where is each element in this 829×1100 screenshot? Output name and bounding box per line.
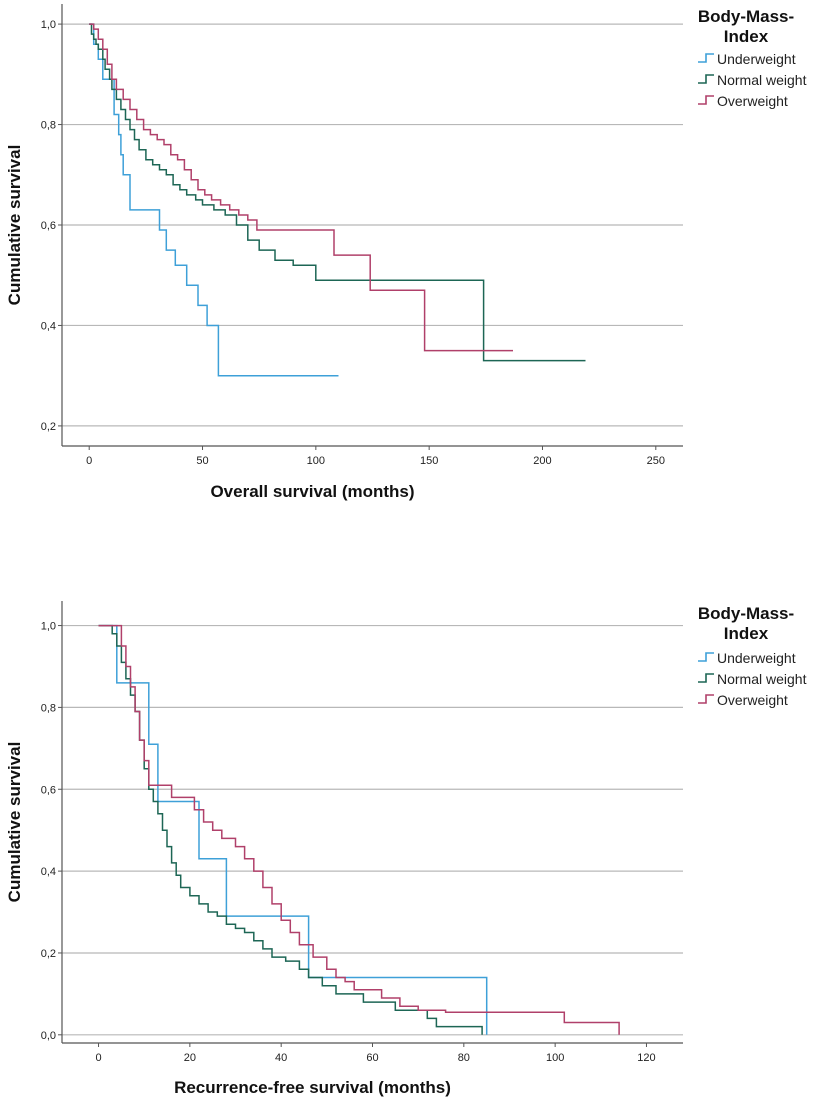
legend-item-label: Underweight bbox=[717, 51, 796, 67]
legend: Body-Mass-Index Underweight Normal weight O… bbox=[698, 604, 807, 708]
y-axis-title: Cumulative survival bbox=[5, 742, 24, 903]
x-axis-title: Recurrence-free survival (months) bbox=[174, 1078, 451, 1097]
legend-item-label: Normal weight bbox=[717, 671, 807, 687]
legend-swatch bbox=[698, 694, 714, 704]
y-tick-label: 0,4 bbox=[41, 320, 56, 332]
y-tick-label: 0,8 bbox=[41, 120, 56, 132]
x-tick-label: 100 bbox=[546, 1052, 564, 1064]
legend-title: Body-Mass- bbox=[698, 7, 794, 26]
legend-swatch bbox=[698, 53, 714, 63]
y-tick-label: 0,2 bbox=[41, 421, 56, 433]
y-tick-label: 0,2 bbox=[41, 948, 56, 960]
series-line-overweight bbox=[98, 624, 620, 1035]
series-line-overweight bbox=[89, 23, 513, 352]
legend-title: Index bbox=[724, 27, 769, 46]
x-tick-label: 20 bbox=[184, 1052, 196, 1064]
x-tick-label: 60 bbox=[366, 1052, 378, 1064]
y-tick-label: 0,6 bbox=[41, 220, 56, 232]
x-tick-label: 200 bbox=[533, 455, 551, 467]
x-tick-label: 250 bbox=[647, 455, 665, 467]
legend-item-label: Normal weight bbox=[717, 72, 807, 88]
series-line-underweight bbox=[98, 624, 488, 1035]
legend-title: Body-Mass- bbox=[698, 604, 794, 623]
legend-item-label: Underweight bbox=[717, 650, 796, 666]
x-tick-label: 100 bbox=[307, 455, 325, 467]
series-line-normal-weight bbox=[89, 23, 586, 362]
x-tick-label: 80 bbox=[458, 1052, 470, 1064]
y-tick-label: 0,6 bbox=[41, 784, 56, 796]
y-tick-label: 1,0 bbox=[41, 19, 56, 31]
y-tick-label: 0,4 bbox=[41, 866, 56, 878]
x-tick-label: 120 bbox=[637, 1052, 655, 1064]
x-axis-title: Overall survival (months) bbox=[210, 482, 414, 501]
km-chart-1: 0,2 0,4 0,6 0,8 1,0 0 50 100 150 200 250 Overall su… bbox=[5, 4, 807, 501]
legend-swatch bbox=[698, 74, 714, 84]
y-tick-label: 0,8 bbox=[41, 702, 56, 714]
legend-swatch bbox=[698, 652, 714, 662]
series-line-underweight bbox=[89, 23, 339, 377]
x-tick-label: 50 bbox=[196, 455, 208, 467]
y-tick-label: 1,0 bbox=[41, 621, 56, 633]
legend: Body-Mass-Index Underweight Normal weight O… bbox=[698, 7, 807, 109]
series-line-normal-weight bbox=[98, 624, 483, 1035]
legend-swatch bbox=[698, 673, 714, 683]
x-tick-label: 0 bbox=[86, 455, 92, 467]
legend-item-label: Overweight bbox=[717, 692, 788, 708]
x-tick-label: 40 bbox=[275, 1052, 287, 1064]
x-tick-label: 150 bbox=[420, 455, 438, 467]
y-tick-label: 0,0 bbox=[41, 1030, 56, 1042]
legend-item-label: Overweight bbox=[717, 93, 788, 109]
legend-title: Index bbox=[724, 624, 769, 643]
legend-swatch bbox=[698, 95, 714, 105]
y-axis-title: Cumulative survival bbox=[5, 145, 24, 306]
km-chart-2: 0,0 0,2 0,4 0,6 0,8 1,0 0 20 40 60 80 100 120 Recurre… bbox=[5, 601, 807, 1097]
x-tick-label: 0 bbox=[95, 1052, 101, 1064]
